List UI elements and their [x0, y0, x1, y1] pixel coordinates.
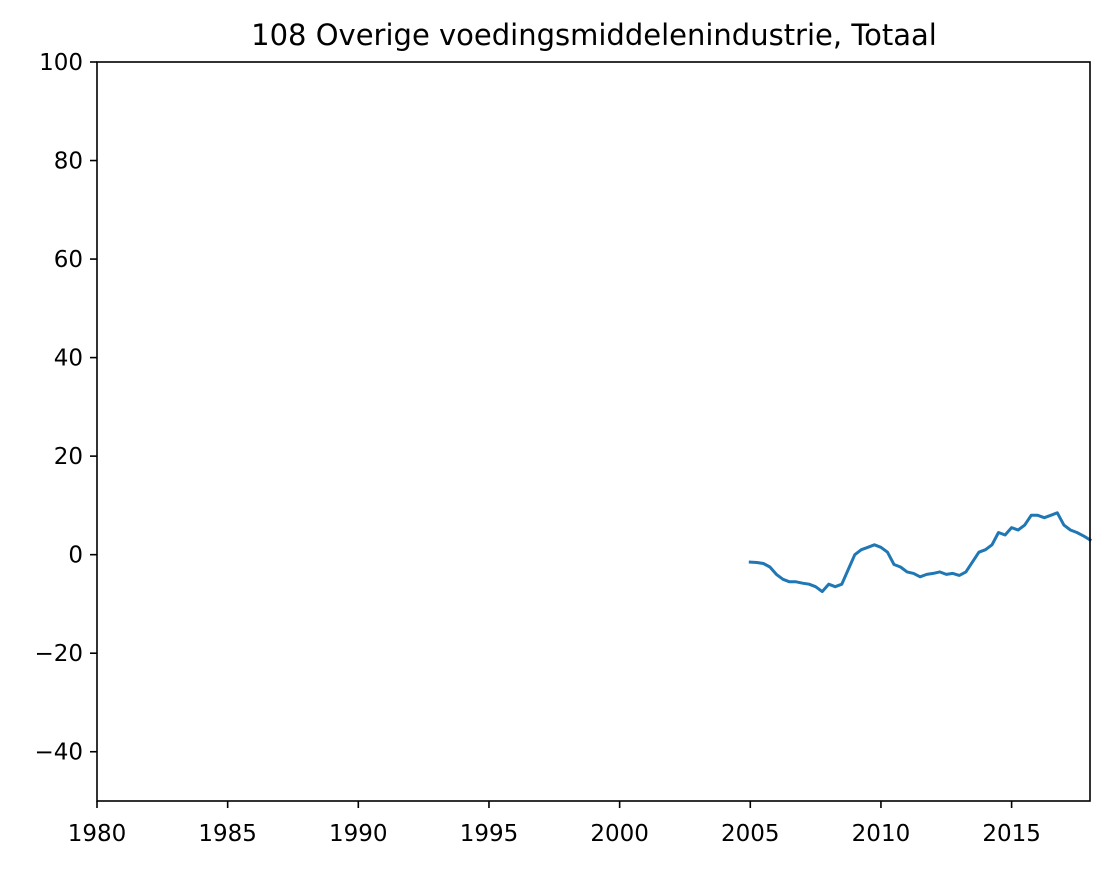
x-tick-label: 1980 — [68, 821, 127, 847]
ticks-layer: 1980 1985 1990 1995 2000 2005 2010 2015 −40 −20 0 2… — [34, 50, 1040, 847]
y-tick-label: 80 — [54, 149, 83, 175]
y-tick-label: 100 — [39, 50, 83, 76]
series-layer — [748, 511, 1093, 594]
x-tick-label: 1985 — [198, 821, 257, 847]
x-tick-label: 1990 — [329, 821, 388, 847]
chart-title: 108 Overige voedingsmiddelenindustrie, T… — [251, 18, 937, 52]
y-tick-label: 0 — [68, 543, 83, 569]
y-tick-label: 40 — [54, 346, 83, 372]
y-tick-label: 20 — [54, 444, 83, 470]
plot-frame — [96, 61, 1091, 802]
x-tick-label: 2010 — [852, 821, 911, 847]
x-tick-label: 1995 — [460, 821, 519, 847]
series-line-0 — [748, 511, 1093, 594]
y-tick-label: −40 — [34, 740, 83, 766]
x-tick-label: 2015 — [982, 821, 1041, 847]
y-tick-label: −20 — [34, 641, 83, 667]
x-tick-label: 2005 — [721, 821, 780, 847]
y-tick-label: 60 — [54, 247, 83, 273]
x-tick-label: 2000 — [590, 821, 649, 847]
